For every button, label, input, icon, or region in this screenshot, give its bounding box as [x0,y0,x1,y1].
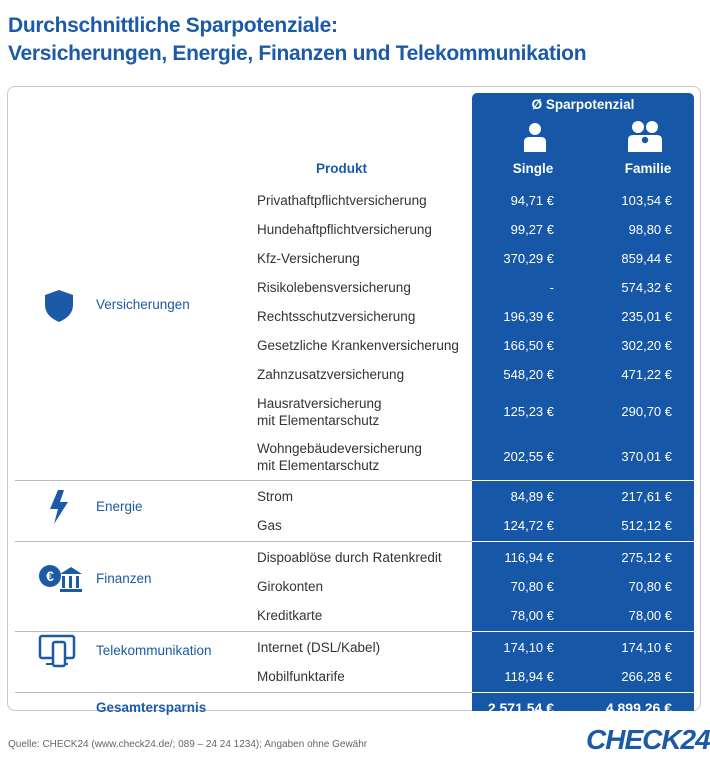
family-value: 574,32 € [621,279,672,295]
single-value: 196,39 € [503,308,554,324]
family-value: 471,22 € [621,366,672,382]
column-group: Ø Sparpotenzial [531,97,635,112]
single-value: 70,80 € [510,578,554,594]
single-value: 116,94 € [504,549,554,565]
family-value: 103,54 € [621,192,672,208]
product: Strom [257,489,294,504]
product: Kreditkarte [257,608,323,623]
family-value: 302,20 € [621,337,672,353]
product: Hundehaftpflichtversicherung [257,222,432,237]
total-family: 4.899,26 € [605,700,672,716]
source: Quelle: CHECK24 (www.check24.de/; 089 – … [8,739,368,750]
single-value: 166,50 € [503,337,554,353]
single-value: 370,29 € [503,250,554,266]
family-icon [628,121,662,152]
svg-text:€: € [46,568,54,584]
energy-icon [50,490,68,524]
product: Rechtsschutzversicherung [257,309,416,324]
highlight-column [472,93,694,711]
product: Dispoablöse durch Ratenkredit [257,550,442,565]
family-value: 70,80 € [628,578,672,594]
separator [15,541,472,542]
product: Privathaftpflichtversicherung [257,193,427,208]
single-value: 202,55 € [503,448,554,464]
total-label: Gesamtersparnis [96,700,207,715]
category: Versicherungen [96,297,190,312]
family-value: 78,00 € [628,607,672,623]
family-value: 859,44 € [621,250,672,266]
single-value: 84,89 € [510,488,554,504]
panel [7,86,701,711]
single-value: 124,72 € [503,517,554,533]
product-header: Produkt [316,161,368,176]
product: Zahnzusatzversicherung [257,367,405,382]
category: Energie [96,499,143,514]
separator [15,692,472,693]
product: Gas [257,518,282,533]
single-value: 125,23 € [503,403,554,419]
product: Mobilfunktarife [257,669,345,684]
single-value: 118,94 € [504,668,554,684]
family-value: 266,28 € [621,668,672,684]
single-value: 94,71 € [510,192,554,208]
family-value: 98,80 € [628,221,672,237]
separator [472,541,694,542]
single-value: - [549,279,554,295]
family-value: 290,70 € [621,403,672,419]
category: Telekommunikation [96,643,212,658]
finance-icon: € [39,565,82,592]
shield-icon [45,290,73,322]
logo: CHECK24 [586,724,710,755]
title: Durchschnittliche Sparpotenziale: [8,14,338,37]
separator [15,631,472,632]
family-value: 217,61 € [621,488,672,504]
single-value: 78,00 € [510,607,554,623]
product: Girokonten [257,579,324,594]
product: Gesetzliche Krankenversicherung [257,338,459,353]
separator [472,631,694,632]
telecom-icon [38,634,76,668]
family-value: 235,01 € [621,308,672,324]
family-value: 174,10 € [621,639,672,655]
product: Hausratversicherung mit Elementarschutz [257,395,382,428]
column-header: Single [512,161,554,176]
separator [472,692,694,693]
category: Finanzen [96,571,152,586]
product: Wohngebäudeversicherung mit Elementarsch… [257,440,422,473]
title: Versicherungen, Energie, Finanzen und Te… [8,42,587,65]
single-value: 548,20 € [503,366,554,382]
product: Risikolebensversicherung [257,280,411,295]
single-icon [524,123,546,152]
family-value: 370,01 € [621,448,672,464]
column-header: Familie [624,161,672,176]
family-value: 275,12 € [621,549,672,565]
total-single: 2.571,54 € [487,700,554,716]
separator [472,480,694,481]
product: Kfz-Versicherung [257,251,360,266]
single-value: 174,10 € [503,639,554,655]
family-value: 512,12 € [621,517,672,533]
separator [15,480,472,481]
product: Internet (DSL/Kabel) [257,640,381,655]
single-value: 99,27 € [510,221,554,237]
